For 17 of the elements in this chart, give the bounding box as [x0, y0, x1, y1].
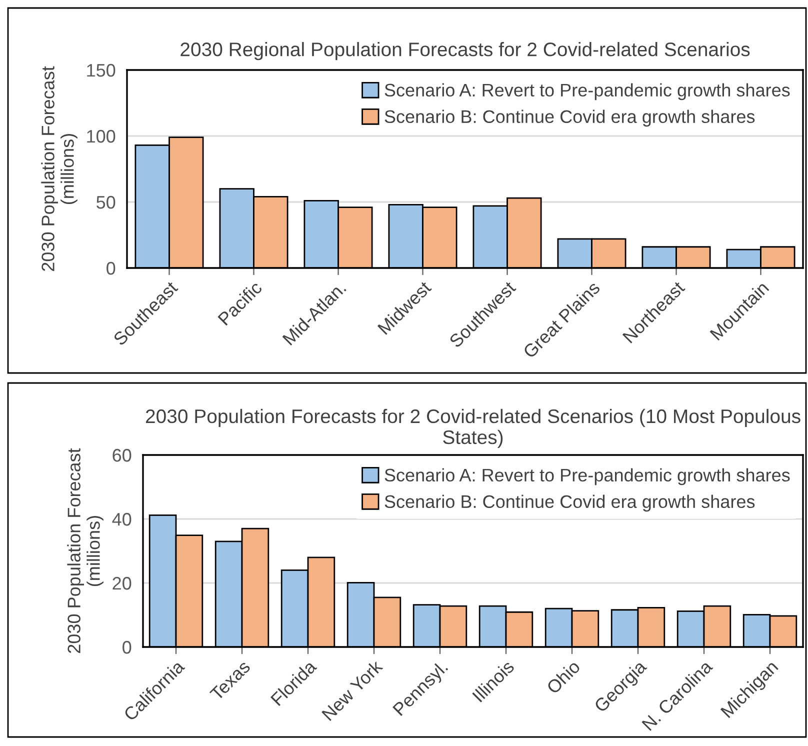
y-tick-label: 40: [112, 512, 132, 526]
chart-title: 2030 Population Forecasts for 2 Covid-related Scenarios (10 Most Populous States): [146, 408, 800, 448]
y-tick-label: 50: [96, 196, 116, 209]
x-tick-label: Ohio: [546, 659, 581, 695]
y-tick-label: 150: [87, 64, 116, 77]
y-tick-label: 100: [87, 130, 116, 143]
legend-label: Scenario A: Revert to Pre-pandemic growth shares: [384, 83, 790, 100]
y-tick-label: 20: [112, 576, 132, 590]
legend-label: Scenario A: Revert to Pre-pandemic growth shares: [384, 468, 790, 486]
chart-title: 2030 Regional Population Forecasts for 2 Covid-related Scenarios: [180, 42, 750, 60]
y-tick-label: 0: [106, 262, 116, 275]
legend-label: Scenario B: Continue Covid era growth shares: [384, 494, 755, 512]
legend-label: Scenario B: Continue Covid era growth shares: [384, 110, 755, 127]
y-tick-label: 60: [112, 448, 132, 462]
y-axis-title: 2030 Population Forecast (millions): [41, 66, 78, 271]
y-axis-title: 2030 Population Forecast (millions): [67, 448, 104, 653]
y-tick-label: 0: [122, 640, 132, 654]
